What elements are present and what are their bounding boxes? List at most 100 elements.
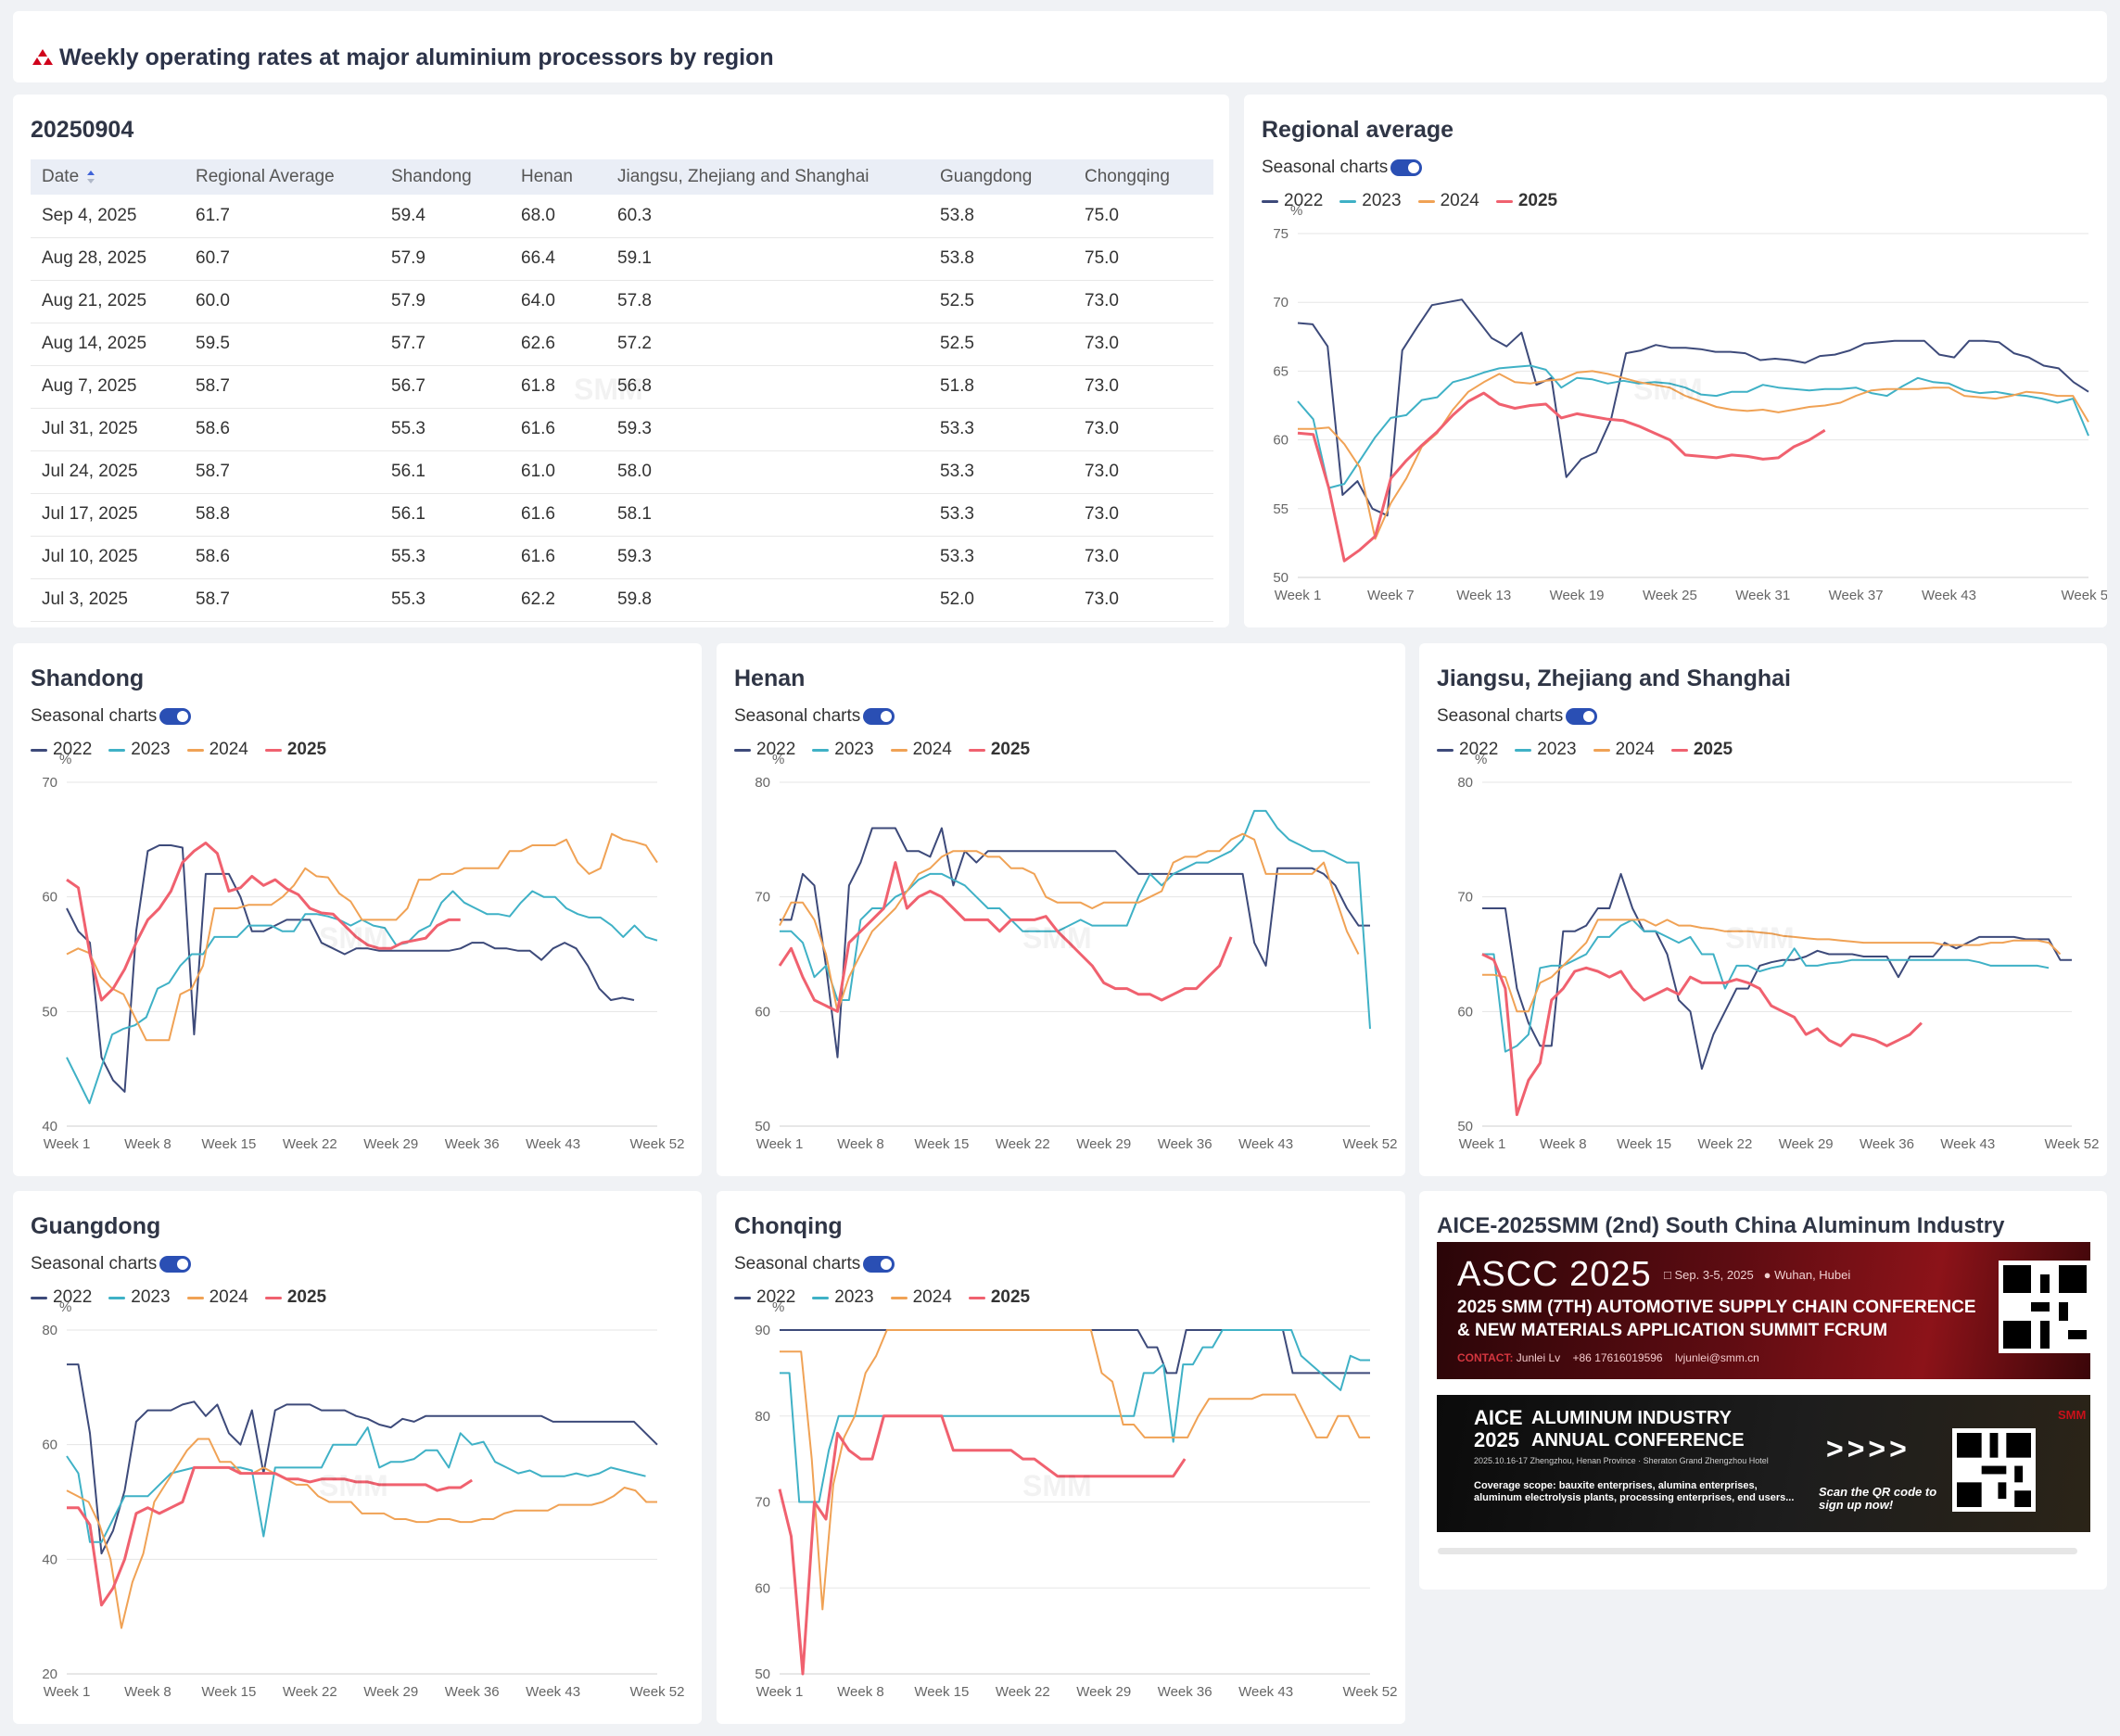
- series-line-2025[interactable]: [1297, 391, 1826, 563]
- legend-item-2022[interactable]: 2022: [1437, 740, 1498, 760]
- legend-label: 2023: [1537, 740, 1577, 759]
- legend-swatch: [31, 1296, 47, 1299]
- data-table-card: 20250904 Date Regional Average Shandong …: [13, 95, 1229, 627]
- legend-label: 2023: [131, 1287, 171, 1307]
- table-cell: 57.9: [380, 237, 510, 281]
- x-tick-label: Week 1: [1459, 1136, 1506, 1152]
- y-tick-label: 40: [42, 1552, 57, 1567]
- legend-item-2024[interactable]: 2024: [186, 1287, 248, 1308]
- y-tick-label: 55: [1273, 501, 1289, 517]
- table-cell: Jul 31, 2025: [31, 408, 184, 451]
- table-cell: Aug 7, 2025: [31, 365, 184, 409]
- series-line-2022[interactable]: [780, 827, 1370, 1058]
- series-line-2022[interactable]: [780, 1329, 1370, 1375]
- x-tick-label: Week 22: [996, 1136, 1050, 1152]
- legend-swatch: [1515, 748, 1532, 752]
- series-line-2024[interactable]: [66, 832, 658, 1042]
- legend-item-2024[interactable]: 2024: [186, 740, 248, 760]
- legend-item-2025[interactable]: 2025: [264, 1287, 326, 1308]
- series-line-2022[interactable]: [1482, 872, 2072, 1071]
- x-tick-label: Week 25: [1643, 588, 1697, 603]
- series-line-2025[interactable]: [778, 1414, 1187, 1676]
- axis-unit-label: %: [772, 754, 784, 767]
- seasonal-toggle-row: Seasonal charts: [734, 1254, 895, 1274]
- series-line-2023[interactable]: [780, 809, 1371, 1029]
- chart-card-chongqing: Chonqing Seasonal charts 2022 2023 2024 202…: [717, 1191, 1405, 1724]
- table-cell: 56.7: [380, 365, 510, 409]
- table-cell: Aug 21, 2025: [31, 280, 184, 323]
- aice-banner[interactable]: AICE 2025 ALUMINUM INDUSTRY ANNUAL CONFE…: [1437, 1395, 2090, 1532]
- legend-item-2023[interactable]: 2023: [108, 740, 171, 760]
- series-line-2024[interactable]: [779, 832, 1360, 1013]
- legend-item-2022[interactable]: 2022: [734, 740, 795, 760]
- legend-label: 2025: [1693, 740, 1733, 759]
- sort-icon[interactable]: [86, 170, 95, 184]
- series-line-2023[interactable]: [1297, 364, 2089, 489]
- seasonal-toggle[interactable]: [1566, 708, 1598, 725]
- series-line-2022[interactable]: [1297, 298, 2089, 517]
- x-tick-label: Week 15: [201, 1136, 256, 1152]
- ad-scrollbar[interactable]: [1438, 1548, 2077, 1554]
- ascc-meta: □ Sep. 3-5, 2025 ● Wuhan, Hubei: [1664, 1268, 1850, 1282]
- legend-item-2024[interactable]: 2024: [1593, 740, 1655, 760]
- legend-item-2025[interactable]: 2025: [968, 1287, 1030, 1308]
- series-line-2024[interactable]: [1482, 919, 2062, 1013]
- series-line-2023[interactable]: [66, 1426, 646, 1543]
- y-tick-label: 50: [42, 1004, 57, 1020]
- chart-legend: 2022 2023 2024 2025: [1262, 191, 1557, 211]
- y-tick-label: 70: [755, 1495, 770, 1511]
- seasonal-toggle-label: Seasonal charts: [31, 1254, 158, 1273]
- legend-item-2023[interactable]: 2023: [1515, 740, 1577, 760]
- legend-item-2022[interactable]: 2022: [1262, 191, 1323, 211]
- x-tick-label: Week 43: [1922, 588, 1976, 603]
- seasonal-toggle[interactable]: [1390, 159, 1423, 176]
- legend-item-2025[interactable]: 2025: [968, 740, 1030, 760]
- seasonal-toggle[interactable]: [159, 1256, 192, 1273]
- table-cell: 56.1: [380, 450, 510, 494]
- legend-swatch: [812, 748, 830, 752]
- ascc-contact: CONTACT: Junlei Lv +86 17616019596 lvjun…: [1457, 1351, 1759, 1364]
- x-tick-label: Week 52: [630, 1136, 685, 1152]
- axis-unit-label: %: [1290, 206, 1302, 219]
- seasonal-toggle-label: Seasonal charts: [734, 1254, 861, 1273]
- legend-label: 2024: [1440, 191, 1479, 210]
- legend-label: 2024: [209, 1287, 248, 1307]
- y-tick-label: 20: [42, 1666, 57, 1682]
- y-tick-label: 40: [42, 1119, 57, 1134]
- series-line-2023[interactable]: [780, 1329, 1370, 1503]
- series-line-2025[interactable]: [1481, 953, 1923, 1117]
- series-line-2025[interactable]: [66, 842, 461, 1002]
- seasonal-toggle[interactable]: [159, 708, 192, 725]
- series-line-2023[interactable]: [1482, 919, 2050, 1053]
- legend-item-2024[interactable]: 2024: [890, 740, 952, 760]
- legend-item-2022[interactable]: 2022: [31, 1287, 92, 1308]
- series-line-2022[interactable]: [67, 1363, 658, 1555]
- watermark: SMM: [1022, 921, 1092, 955]
- series-line-2024[interactable]: [780, 1329, 1370, 1611]
- legend-item-2025[interactable]: 2025: [1495, 191, 1557, 211]
- y-tick-label: 75: [1273, 226, 1289, 242]
- col-header-date[interactable]: Date: [31, 159, 184, 195]
- series-line-2022[interactable]: [66, 844, 635, 1093]
- series-line-2024[interactable]: [66, 1438, 657, 1629]
- legend-item-2023[interactable]: 2023: [1339, 191, 1402, 211]
- legend-item-2023[interactable]: 2023: [812, 1287, 874, 1308]
- location-icon: ●: [1763, 1268, 1771, 1282]
- table-cell: 59.1: [606, 237, 929, 281]
- legend-item-2022[interactable]: 2022: [734, 1287, 795, 1308]
- seasonal-toggle[interactable]: [863, 708, 895, 725]
- table-cell: 58.1: [606, 493, 929, 537]
- legend-item-2024[interactable]: 2024: [1417, 191, 1479, 211]
- series-line-2025[interactable]: [67, 1465, 474, 1607]
- ascc-banner[interactable]: ASCC 2025 □ Sep. 3-5, 2025 ● Wuhan, Hube…: [1437, 1242, 2090, 1379]
- legend-item-2025[interactable]: 2025: [1670, 740, 1733, 760]
- chart-card-henan: Henan Seasonal charts 2022 2023 2024 2025 %…: [717, 643, 1405, 1176]
- series-line-2025[interactable]: [778, 861, 1233, 1013]
- legend-item-2022[interactable]: 2022: [31, 740, 92, 760]
- legend-item-2024[interactable]: 2024: [890, 1287, 952, 1308]
- seasonal-toggle[interactable]: [863, 1256, 895, 1273]
- x-tick-label: Week 43: [1940, 1136, 1995, 1152]
- legend-item-2023[interactable]: 2023: [108, 1287, 171, 1308]
- legend-item-2023[interactable]: 2023: [812, 740, 874, 760]
- legend-item-2025[interactable]: 2025: [264, 740, 326, 760]
